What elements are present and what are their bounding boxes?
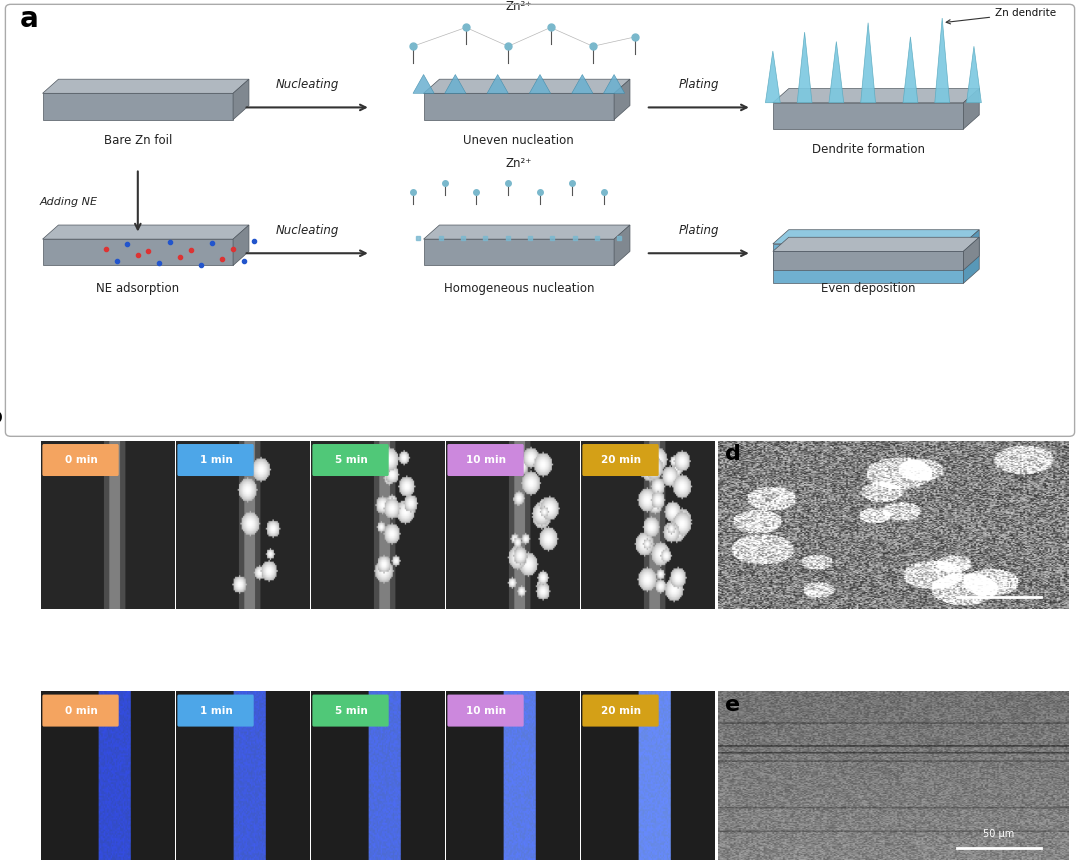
Text: d: d [726,444,741,464]
Text: 1 min: 1 min [200,455,232,465]
Text: 10g L⁻¹ NE: 10g L⁻¹ NE [14,745,24,806]
Polygon shape [413,74,434,93]
Text: b: b [0,407,2,427]
Text: NE adsorption: NE adsorption [96,283,179,295]
Text: Dendrite formation: Dendrite formation [811,143,924,156]
Polygon shape [773,89,980,103]
Text: 5 min: 5 min [335,455,367,465]
Text: 1 min: 1 min [200,706,232,715]
FancyBboxPatch shape [582,695,659,727]
Polygon shape [571,74,593,93]
Text: Even deposition: Even deposition [821,283,916,295]
Polygon shape [233,225,249,265]
Text: e: e [726,695,741,715]
Polygon shape [423,93,615,119]
Polygon shape [529,74,551,93]
Polygon shape [42,239,233,265]
Text: Plating: Plating [678,225,719,238]
Text: Zn dendrite: Zn dendrite [946,8,1056,24]
Polygon shape [233,79,249,119]
Polygon shape [615,79,630,119]
Polygon shape [963,230,980,283]
FancyBboxPatch shape [312,695,389,727]
Text: 10 min: 10 min [467,455,507,465]
Text: 20 min: 20 min [602,455,642,465]
Polygon shape [766,51,780,103]
Polygon shape [797,32,812,103]
Text: without NE: without NE [14,491,24,559]
FancyBboxPatch shape [177,444,254,476]
Polygon shape [604,74,624,93]
Polygon shape [861,22,876,103]
Text: 50 μm: 50 μm [984,829,1014,840]
Text: Homogeneous nucleation: Homogeneous nucleation [444,283,594,295]
Text: Bare Zn foil: Bare Zn foil [104,134,172,147]
Polygon shape [773,251,963,270]
Polygon shape [487,74,509,93]
Polygon shape [423,239,615,265]
Polygon shape [829,41,843,103]
Polygon shape [967,47,982,103]
FancyBboxPatch shape [312,444,389,476]
Polygon shape [42,79,249,93]
FancyBboxPatch shape [447,444,524,476]
FancyBboxPatch shape [42,695,119,727]
Text: Uneven nucleation: Uneven nucleation [463,134,575,147]
Text: Nucleating: Nucleating [275,79,339,92]
Text: Zn²⁺: Zn²⁺ [505,157,532,170]
Text: 20 min: 20 min [602,706,642,715]
Polygon shape [445,74,465,93]
Text: Plating: Plating [678,79,719,92]
Polygon shape [773,230,980,244]
Polygon shape [773,103,963,129]
Polygon shape [423,225,630,239]
Polygon shape [42,225,249,239]
Polygon shape [963,238,980,270]
Text: Adding NE: Adding NE [40,196,98,206]
FancyBboxPatch shape [177,695,254,727]
Text: a: a [19,5,38,34]
Polygon shape [773,238,980,251]
Text: Zn²⁺: Zn²⁺ [505,0,532,13]
Text: 0 min: 0 min [65,455,97,465]
FancyBboxPatch shape [447,695,524,727]
FancyBboxPatch shape [42,444,119,476]
Polygon shape [963,89,980,129]
Text: 10 min: 10 min [467,706,507,715]
Polygon shape [935,18,949,103]
FancyBboxPatch shape [582,444,659,476]
Text: Nucleating: Nucleating [275,225,339,238]
Text: 50 μm: 50 μm [984,579,1014,589]
Polygon shape [423,79,630,93]
Text: 0 min: 0 min [65,706,97,715]
Polygon shape [42,93,233,119]
Polygon shape [615,225,630,265]
Text: 5 min: 5 min [335,706,367,715]
Polygon shape [903,37,918,103]
Polygon shape [773,244,963,283]
